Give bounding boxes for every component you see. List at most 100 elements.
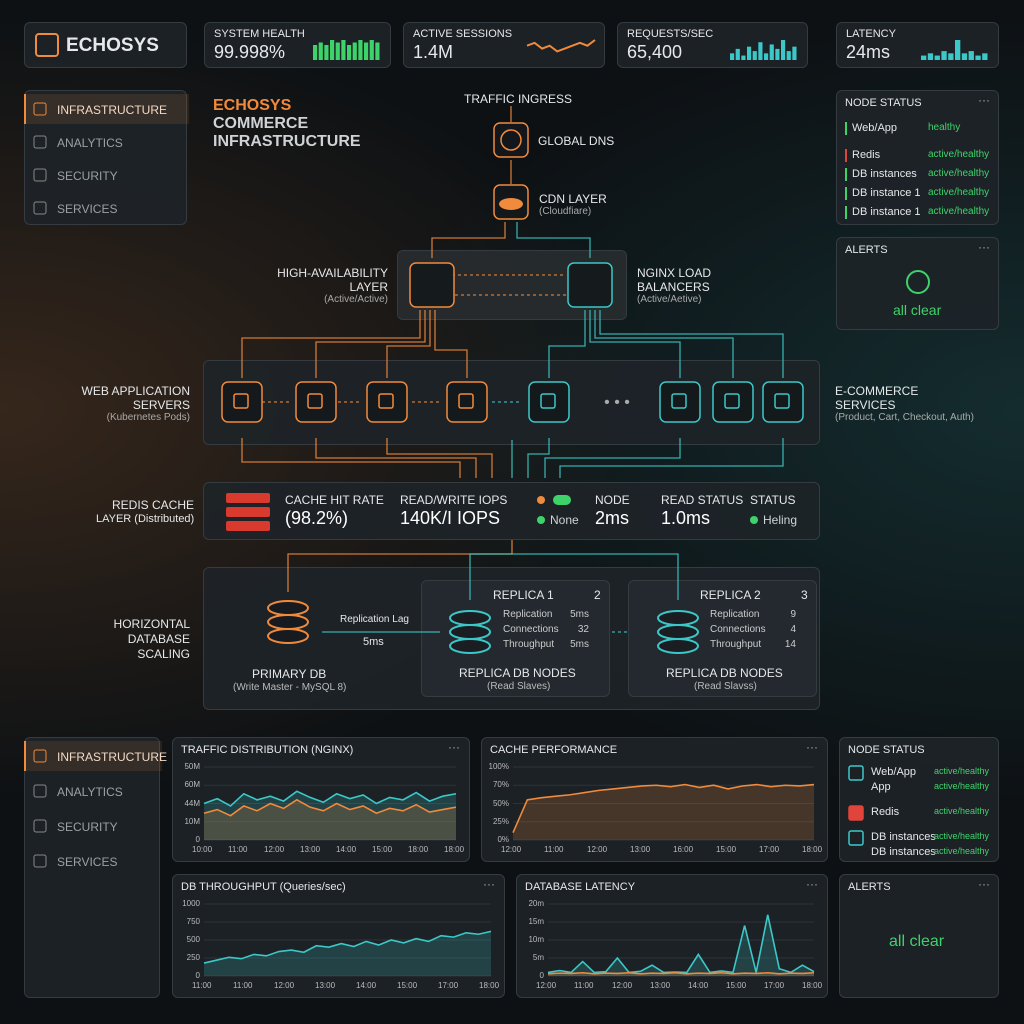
x-tick-label: 12:00	[612, 981, 633, 990]
connector	[599, 310, 784, 378]
status-dot	[537, 516, 545, 524]
ellipsis: • • •	[604, 394, 630, 411]
nav-item[interactable]: SECURITY	[57, 820, 118, 834]
replica-index: 2	[594, 588, 601, 602]
connector	[559, 438, 784, 478]
node-status: healthy	[928, 122, 961, 133]
x-tick-label: 15:00	[716, 845, 737, 854]
brand-panel	[24, 22, 187, 68]
spark-bar	[975, 55, 981, 60]
kpi-label: SYSTEM HEALTH	[214, 28, 305, 40]
ingress-label: TRAFFIC INGRESS	[464, 92, 573, 106]
node-status: active/healthy	[928, 149, 990, 160]
alert-icon	[906, 270, 930, 294]
connector	[386, 438, 493, 478]
x-tick-label: 15:00	[372, 845, 393, 854]
cache-value: 1.0ms	[661, 508, 711, 528]
status-dot	[537, 496, 545, 504]
connector	[544, 438, 681, 478]
connector	[512, 553, 679, 600]
x-tick-label: 11:00	[228, 845, 248, 854]
connector	[241, 438, 461, 478]
kpi-label: REQUESTS/SEC	[627, 28, 714, 40]
nav-item[interactable]: INFRASTRUCTURE	[57, 103, 167, 117]
spark-bar	[921, 55, 927, 60]
replica-row-label: Throughput	[503, 639, 555, 650]
nav-item[interactable]: ANALYTICS	[57, 136, 123, 150]
chart-title: DB THROUGHPUT (Queries/sec)	[181, 881, 346, 893]
nav-item[interactable]: INFRASTRUCTURE	[57, 750, 167, 764]
spark-bar	[961, 53, 968, 60]
pod-glyph	[307, 393, 323, 409]
brand: ECHOSYS	[66, 35, 159, 56]
spark-bar	[758, 42, 763, 60]
y-tick-label: 0%	[497, 835, 509, 844]
cdn-cloud	[499, 198, 523, 210]
node-icon	[567, 262, 613, 308]
heading: ECHOSYS	[213, 97, 292, 114]
db-icon	[267, 614, 309, 630]
db-icon	[449, 624, 491, 640]
spark-bar	[941, 51, 947, 60]
spark-bar	[927, 53, 934, 60]
x-tick-label: 12:00	[274, 981, 295, 990]
replica-title: REPLICA DB NODES	[459, 666, 576, 680]
cache-label: CACHE HIT RATE	[285, 493, 384, 507]
y-tick-label: 50%	[492, 798, 509, 808]
x-tick-label: 12:00	[587, 845, 608, 854]
y-tick-label: 44M	[184, 798, 200, 808]
spark-bar	[786, 51, 791, 60]
kpi-label: ACTIVE SESSIONS	[413, 28, 513, 40]
cdn-title: CDN LAYER	[539, 192, 607, 206]
spark-bar	[324, 45, 329, 60]
nav-icon	[33, 854, 47, 868]
replica-row-value: 14	[784, 639, 796, 650]
spark-bar	[741, 55, 746, 60]
panel-title: ALERTS	[848, 881, 891, 893]
pod-glyph	[458, 393, 474, 409]
panel-title: NODE STATUS	[845, 97, 922, 109]
pod-glyph	[540, 393, 556, 409]
x-tick-label: 18:00	[479, 981, 500, 990]
nav-item[interactable]: SECURITY	[57, 169, 118, 183]
spark-bar	[769, 44, 774, 60]
replica-sub: (Read Slavss)	[694, 681, 757, 692]
status-bar	[845, 206, 847, 219]
heading: INFRASTRUCTURE	[213, 133, 361, 150]
cache-label: READ STATUS	[661, 493, 744, 507]
connector	[434, 310, 468, 378]
connector	[241, 310, 421, 378]
y-tick-label: 1000	[182, 899, 200, 908]
node-icon	[528, 381, 570, 423]
y-tick-label: 20m	[528, 899, 544, 908]
connector	[287, 540, 513, 592]
lag-value: 5ms	[363, 636, 384, 648]
spark-bar	[730, 53, 735, 60]
chart-title: DATABASE LATENCY	[525, 881, 636, 893]
node-name: App	[871, 781, 891, 793]
replica-row-value: 4	[790, 624, 796, 635]
node-icon	[446, 381, 488, 423]
nav-item[interactable]: SERVICES	[57, 855, 118, 869]
nav-icon	[33, 168, 47, 182]
y-tick-label: 10m	[528, 935, 544, 944]
node-status: active/healthy	[928, 187, 990, 198]
x-tick-label: 14:00	[688, 981, 709, 990]
redis-logo	[226, 521, 270, 531]
x-tick-label: 17:00	[764, 981, 785, 990]
db-icon	[267, 600, 309, 616]
cache-value: 2ms	[595, 508, 630, 528]
nav-item[interactable]: SERVICES	[57, 202, 118, 216]
cache-value: (98.2%)	[285, 508, 349, 528]
menu: ···	[978, 93, 990, 107]
line	[547, 971, 815, 975]
node-status: active/healthy	[934, 806, 990, 816]
cache-value: 140K/I IOPS	[400, 508, 501, 528]
nav-item[interactable]: ANALYTICS	[57, 785, 123, 799]
replica-row-value: 5ms	[570, 609, 589, 620]
kpi-label: LATENCY	[846, 28, 896, 40]
replica-row-label: Throughput	[710, 639, 762, 650]
node-status: active/healthy	[934, 846, 990, 856]
chart-title: CACHE PERFORMANCE	[490, 744, 618, 756]
node-status: active/healthy	[934, 781, 990, 791]
